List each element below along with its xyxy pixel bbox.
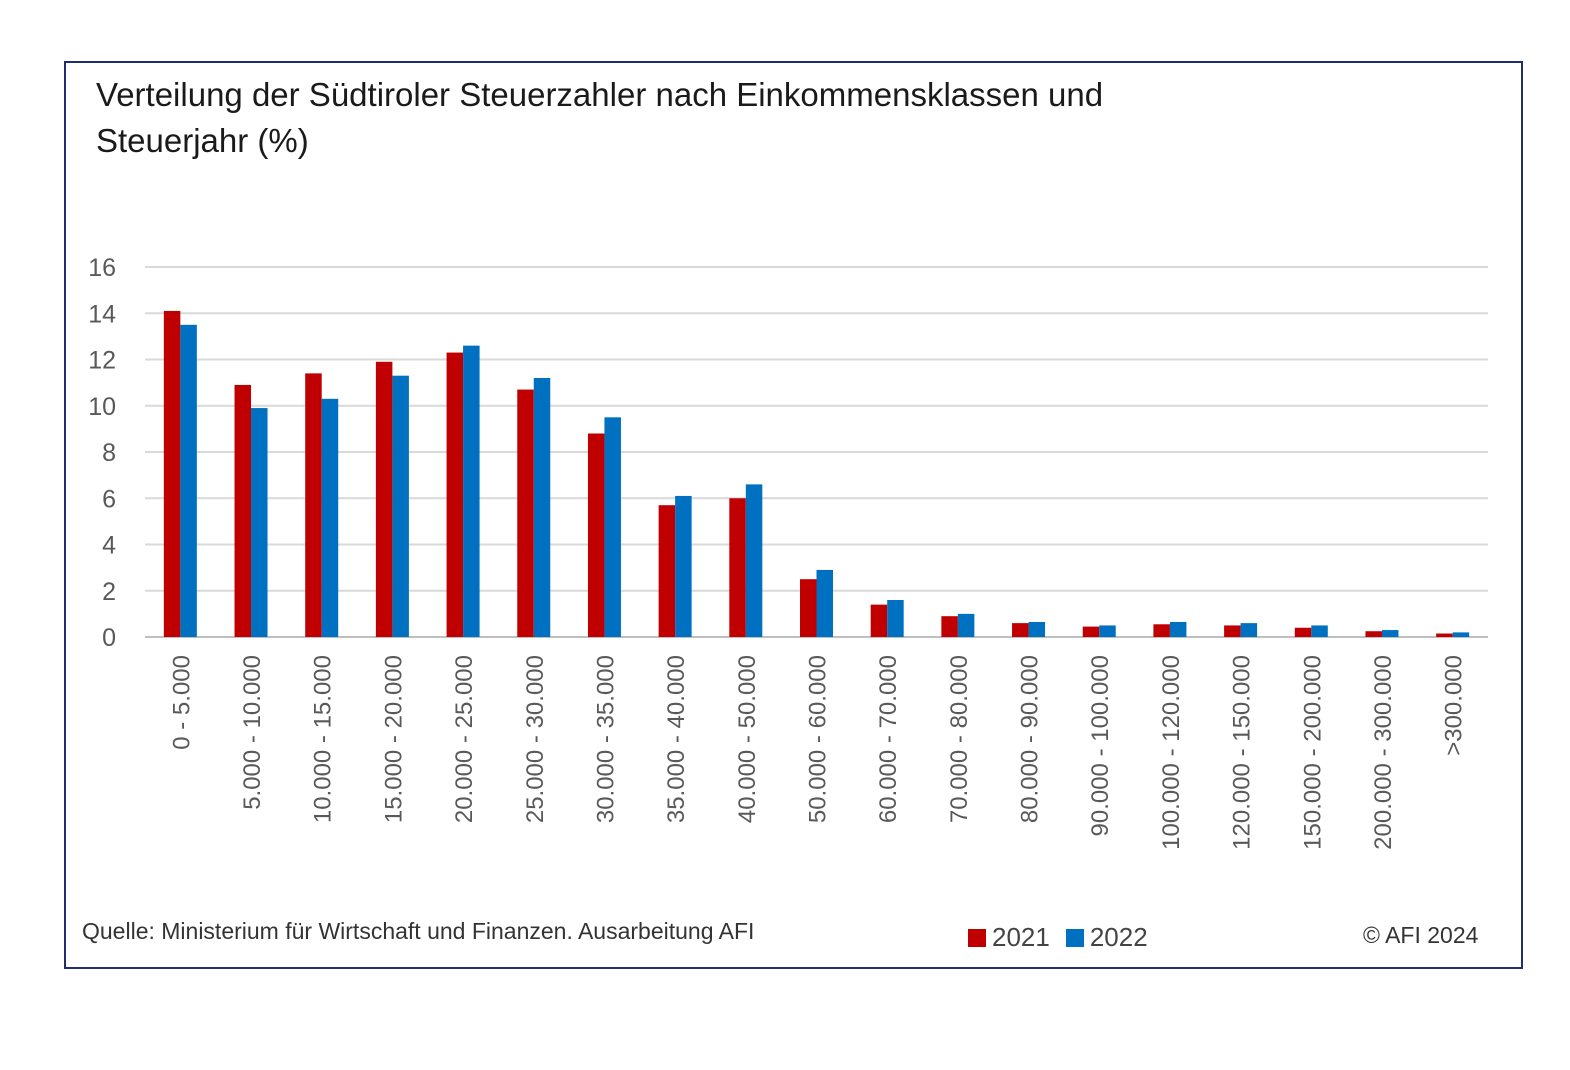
y-tick-label: 0 (102, 624, 116, 652)
bar-2022 (1169, 621, 1187, 637)
bar-2022 (604, 417, 621, 637)
x-tick-label: 200.000 - 300.000 (1370, 655, 1397, 850)
chart-title: Verteilung der Südtiroler Steuerzahler n… (96, 76, 1104, 159)
bar-2021 (1082, 626, 1100, 637)
bar-2021 (658, 505, 676, 637)
x-tick-label: 10.000 - 15.000 (310, 655, 337, 823)
bar-2021 (234, 384, 252, 637)
bar-2022 (745, 484, 763, 637)
bar-2022 (533, 378, 551, 637)
legend-label-2022: 2022 (1089, 922, 1148, 952)
x-tick-label: 100.000 - 120.000 (1158, 655, 1185, 850)
x-tick-label: 35.000 - 40.000 (663, 655, 690, 823)
bar-2022 (816, 569, 833, 637)
bar-2021 (870, 604, 888, 637)
legend-label-2021: 2021 (992, 922, 1050, 952)
bar-2022 (321, 398, 339, 637)
x-tick-label: 5.000 - 10.000 (239, 655, 266, 810)
legend-swatch-2022 (1065, 928, 1084, 947)
bar-2022 (957, 613, 975, 637)
x-tick-label: 120.000 - 150.000 (1229, 655, 1256, 850)
bar-2022 (675, 495, 692, 637)
bar-2022 (887, 600, 904, 637)
bar-2021 (305, 373, 322, 637)
x-tick-label: 90.000 - 100.000 (1087, 655, 1114, 837)
y-tick-label: 10 (88, 393, 116, 421)
bar-2022 (251, 408, 268, 637)
bar-2022 (463, 345, 480, 637)
y-tick-label: 4 (102, 532, 116, 560)
bar-2021 (1294, 627, 1312, 637)
bar-2021 (446, 352, 464, 637)
legend-item-2022: 2022 (1065, 922, 1148, 953)
y-tick-label: 2 (102, 578, 116, 606)
x-tick-label: 25.000 - 30.000 (522, 655, 549, 823)
x-tick-label: 70.000 - 80.000 (946, 655, 973, 823)
bar-2021 (729, 498, 746, 637)
x-tick-label: 30.000 - 35.000 (592, 655, 619, 823)
x-tick-label: 40.000 - 50.000 (734, 655, 761, 823)
legend: 2021 2022 (968, 922, 1164, 953)
x-tick-label: >300.000 (1441, 655, 1468, 756)
bar-2021 (1365, 631, 1382, 637)
source-note: Quelle: Ministerium für Wirtschaft und F… (82, 918, 755, 944)
legend-swatch-2021 (968, 928, 986, 947)
bar-2022 (1381, 630, 1399, 637)
x-tick-label: 60.000 - 70.000 (875, 655, 902, 823)
x-tick-label: 15.000 - 20.000 (380, 655, 407, 823)
x-tick-label: 0 - 5.000 (168, 655, 195, 750)
y-tick-label: 6 (102, 485, 116, 513)
copyright-note: © AFI 2024 (1363, 922, 1479, 948)
bar-2021 (1012, 623, 1029, 637)
bar-2022 (1099, 625, 1116, 637)
bar-2022 (1028, 621, 1046, 637)
bar-2021 (941, 616, 958, 637)
bar-2021 (1436, 633, 1453, 637)
y-tick-label: 12 (88, 347, 116, 375)
bar-2022 (1240, 623, 1258, 637)
x-tick-label: 80.000 - 90.000 (1017, 655, 1044, 823)
x-tick-label: 20.000 - 25.000 (451, 655, 478, 823)
bar-2021 (1224, 625, 1241, 637)
y-tick-label: 8 (102, 439, 116, 467)
y-tick-label: 14 (88, 300, 116, 328)
x-tick-label: 150.000 - 200.000 (1299, 655, 1326, 850)
bar-2022 (1311, 625, 1328, 637)
bar-2021 (375, 361, 393, 637)
legend-item-2021: 2021 (968, 922, 1050, 953)
y-tick-label: 16 (88, 254, 116, 282)
bar-2021 (1153, 624, 1170, 637)
bar-2021 (163, 310, 181, 637)
bar-2021 (517, 389, 534, 637)
bar-2021 (587, 433, 605, 637)
bar-2022 (180, 324, 197, 637)
bar-2021 (800, 579, 817, 637)
x-tick-label: 50.000 - 60.000 (805, 655, 832, 823)
bar-2022 (1452, 632, 1470, 637)
bar-2022 (392, 375, 409, 637)
